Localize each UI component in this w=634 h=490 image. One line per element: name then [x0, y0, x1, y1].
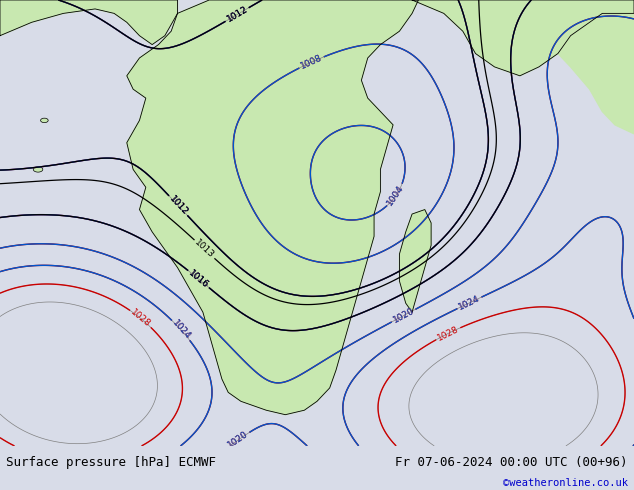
- Text: 1012: 1012: [167, 194, 190, 217]
- Text: 1016: 1016: [187, 269, 210, 290]
- Text: 1028: 1028: [436, 324, 460, 343]
- Text: 1013: 1013: [193, 238, 216, 260]
- Text: 1004: 1004: [385, 184, 406, 208]
- Text: 1008: 1008: [299, 53, 324, 71]
- Ellipse shape: [33, 167, 43, 172]
- Text: 1024: 1024: [170, 318, 192, 342]
- Text: 1016: 1016: [187, 269, 210, 290]
- Text: 1012: 1012: [225, 5, 249, 24]
- Text: 1020: 1020: [391, 306, 416, 325]
- Text: 1012: 1012: [167, 194, 190, 217]
- Text: 1008: 1008: [299, 53, 324, 71]
- Text: 1004: 1004: [385, 184, 406, 208]
- Text: Fr 07-06-2024 00:00 UTC (00+96): Fr 07-06-2024 00:00 UTC (00+96): [395, 456, 628, 469]
- Ellipse shape: [41, 118, 48, 122]
- Text: 1012: 1012: [225, 5, 249, 24]
- Text: 1020: 1020: [226, 430, 250, 450]
- Polygon shape: [558, 13, 634, 134]
- Text: 1020: 1020: [226, 430, 250, 450]
- Text: Surface pressure [hPa] ECMWF: Surface pressure [hPa] ECMWF: [6, 456, 216, 469]
- Polygon shape: [399, 210, 431, 312]
- Text: 1028: 1028: [129, 308, 153, 329]
- Polygon shape: [127, 0, 418, 415]
- Text: 1016: 1016: [187, 269, 210, 290]
- Text: 1012: 1012: [225, 5, 249, 24]
- Text: 1012: 1012: [167, 194, 190, 217]
- Text: ©weatheronline.co.uk: ©weatheronline.co.uk: [503, 478, 628, 489]
- Text: 1020: 1020: [391, 306, 416, 325]
- Text: 1024: 1024: [457, 294, 482, 312]
- Text: 1024: 1024: [170, 318, 192, 342]
- Polygon shape: [412, 0, 634, 76]
- Text: 1024: 1024: [457, 294, 482, 312]
- Polygon shape: [0, 0, 178, 45]
